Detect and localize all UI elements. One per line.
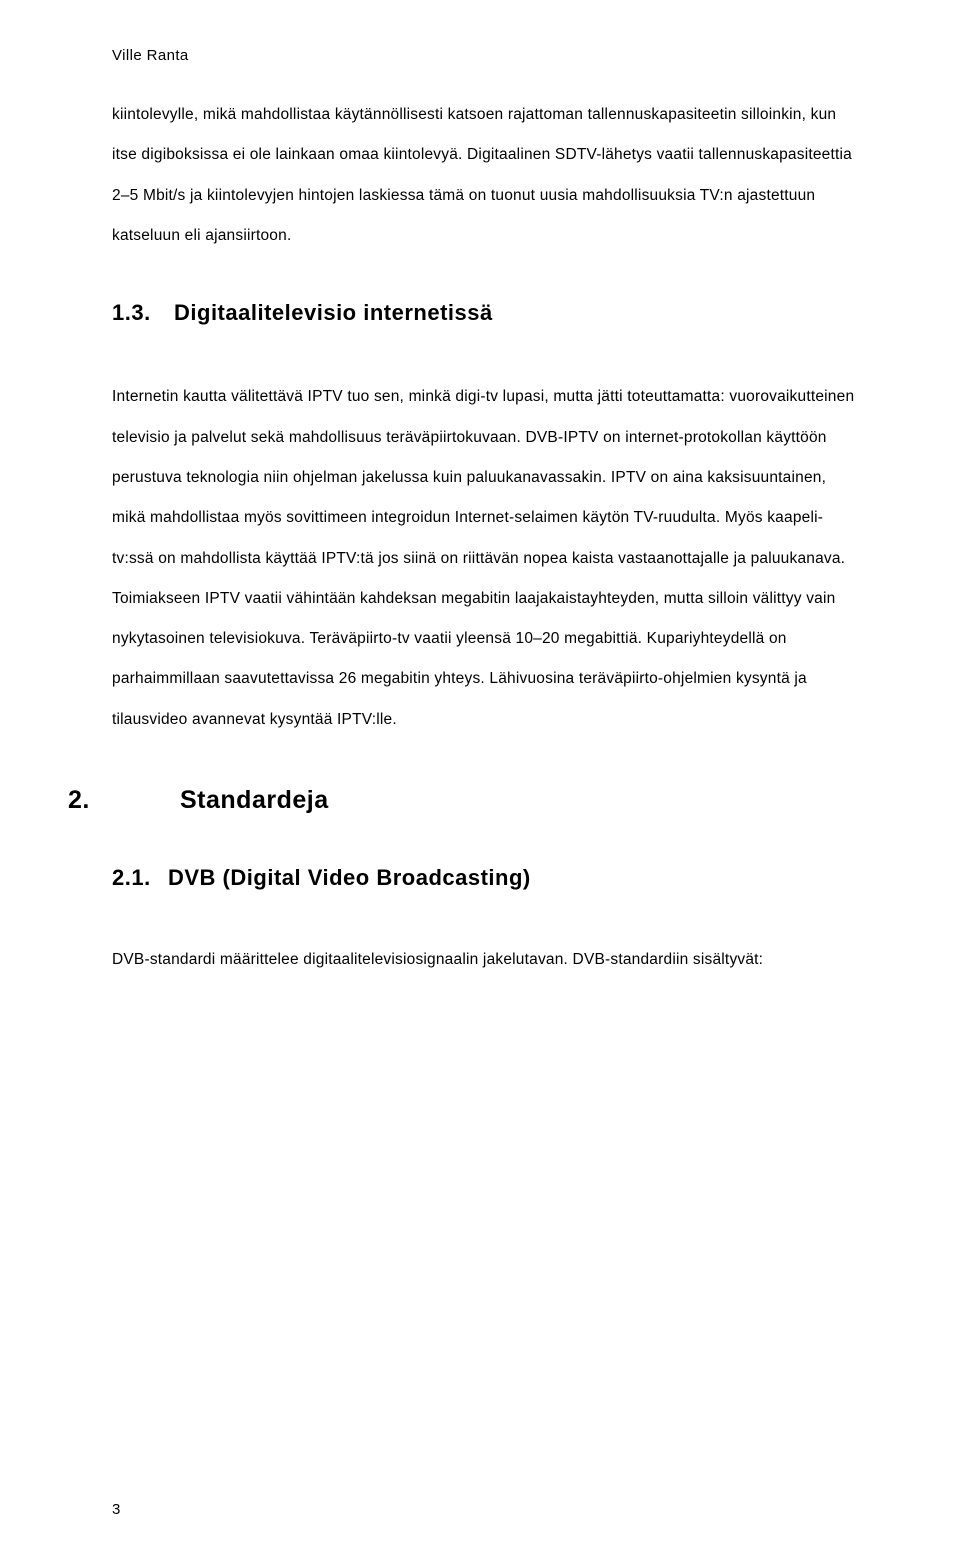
section-title: Digitaalitelevisio internetissä <box>174 300 493 325</box>
section-1-3-heading: 1.3.Digitaalitelevisio internetissä <box>112 284 864 341</box>
paragraph-intro: kiintolevylle, mikä mahdollistaa käytänn… <box>112 95 864 256</box>
chapter-title: Standardeja <box>180 786 329 814</box>
chapter-2-heading: 2.Standardeja <box>68 768 864 833</box>
section-number: 2.1. <box>112 849 168 906</box>
paragraph-dvb: DVB-standardi määrittelee digitaalitelev… <box>112 940 864 980</box>
section-number: 1.3. <box>112 284 174 341</box>
section-title: DVB (Digital Video Broadcasting) <box>168 865 531 890</box>
paragraph-iptv: Internetin kautta välitettävä IPTV tuo s… <box>112 377 864 740</box>
page-number: 3 <box>112 1490 120 1529</box>
author-header: Ville Ranta <box>112 36 864 75</box>
section-2-1-heading: 2.1.DVB (Digital Video Broadcasting) <box>112 849 864 906</box>
document-page: Ville Ranta kiintolevylle, mikä mahdolli… <box>0 0 960 1559</box>
chapter-number: 2. <box>68 768 180 833</box>
